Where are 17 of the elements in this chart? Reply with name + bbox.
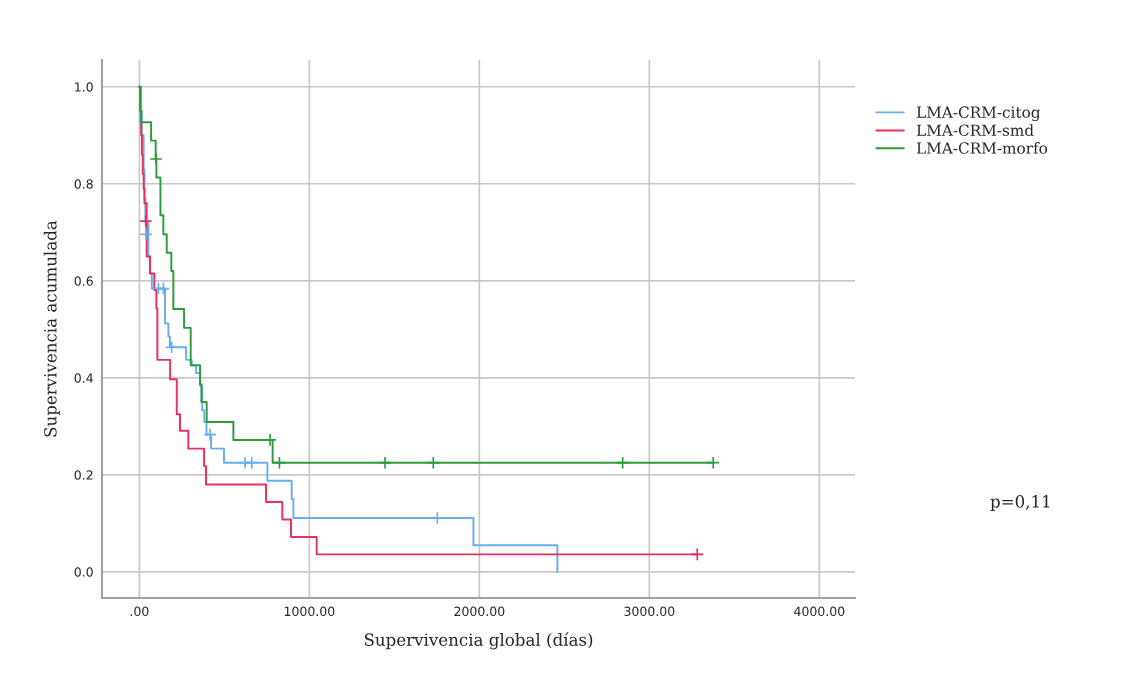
legend-label: LMA-CRM-citog — [916, 106, 1041, 122]
y-tick-label: 1.0 — [75, 82, 93, 92]
x-axis-title: Supervivencia global (días) — [364, 632, 593, 650]
text: p=0,11 — [990, 495, 1050, 511]
x-tick-label: 4000.00 — [794, 606, 845, 617]
y-tick-label: 0.0 — [74, 567, 93, 577]
y-tick-label: 0.4 — [74, 373, 93, 383]
legend-label: LMA-CRM-smd — [916, 124, 1034, 136]
y-tick-label: 0.8 — [74, 179, 93, 189]
legend-label: LMA-CRM-morfo — [916, 142, 1048, 154]
y-tick-label: 0.2 — [74, 470, 93, 480]
x-tick-label: 2000.00 — [454, 606, 505, 617]
y-tick-label: 0.6 — [74, 276, 93, 286]
x-tick-label: .00 — [130, 606, 149, 617]
x-tick-label: 1000.00 — [284, 606, 335, 617]
y-axis-title: Supervivencia acumulada — [43, 220, 60, 437]
x-tick-label: 3000.00 — [624, 606, 675, 617]
